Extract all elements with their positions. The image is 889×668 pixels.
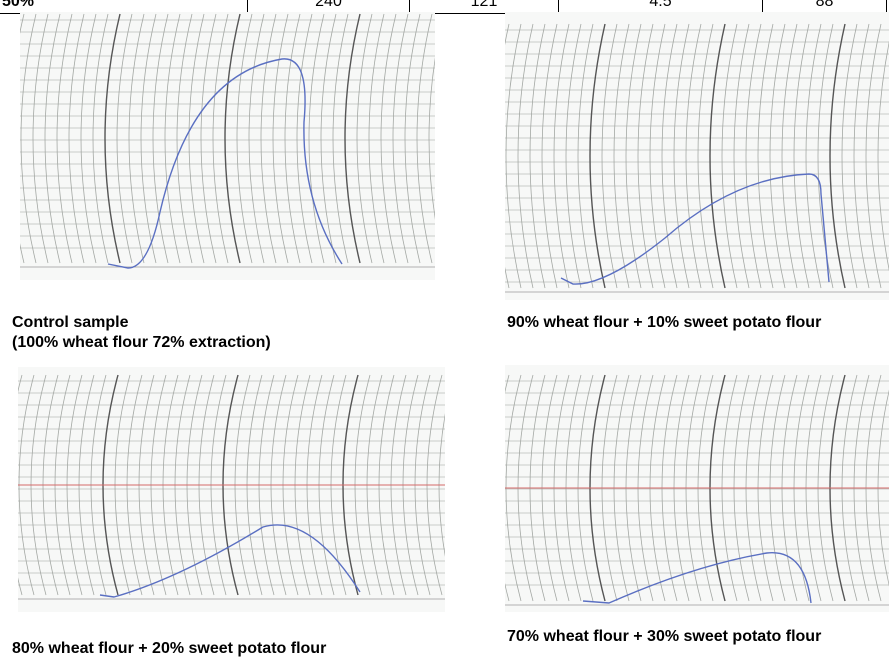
paper-arc (661, 23, 678, 289)
paper-arc (541, 23, 558, 289)
paper-arc (416, 13, 433, 264)
figure-caption: 80% wheat flour + 20% sweet potato flour (12, 640, 327, 657)
paper-arc (404, 13, 421, 264)
paper-arc (625, 23, 642, 289)
paper-arc (805, 23, 822, 289)
paper-arc (56, 13, 73, 264)
paper-arc (380, 13, 397, 264)
paper-arc (709, 23, 726, 289)
paper-arc (613, 23, 630, 289)
paper-arc (176, 13, 193, 264)
paper-arc (553, 23, 570, 289)
paper-arc (164, 13, 181, 264)
table-cell: 88 (762, 0, 887, 13)
viscosity-curve (582, 552, 812, 604)
paper-arc (637, 23, 654, 289)
paper-arc (116, 13, 133, 264)
paper-arc (392, 13, 409, 264)
table-row: 50% 240 121 4.5 88 (0, 0, 889, 14)
paper-arc (793, 23, 810, 289)
caption-line: (100% wheat flour 72% extraction) (12, 334, 271, 351)
chart-paper (505, 12, 889, 300)
paper-arc (260, 13, 277, 264)
chart-paper (20, 12, 435, 280)
paper-arc (188, 13, 205, 264)
figure-caption: 90% wheat flour + 10% sweet potato flour (507, 314, 822, 331)
paper-arc (428, 57, 435, 220)
figure-caption: 70% wheat flour + 30% sweet potato flour (507, 628, 822, 645)
paper-arc (865, 23, 882, 289)
paper-arc (92, 13, 109, 264)
paper-arc (356, 13, 373, 264)
paper-arc (565, 23, 582, 289)
paper-arc (20, 13, 37, 264)
paper-arc (517, 23, 534, 289)
paper-arc (589, 23, 606, 289)
amylogram-image (20, 12, 435, 280)
paper-arc (733, 23, 750, 289)
paper-arc (248, 13, 265, 264)
paper-arc (332, 13, 349, 264)
paper-arc (104, 13, 121, 264)
paper-arc (284, 13, 301, 264)
paper-arc (769, 23, 786, 289)
paper-arc (32, 13, 49, 264)
amylogram-image (505, 12, 889, 300)
paper-arc (128, 13, 145, 264)
paper-arc (853, 23, 870, 289)
paper-arc (601, 23, 618, 289)
viscosity-curve (107, 58, 343, 269)
paper-arc (757, 23, 774, 289)
paper-arc (781, 23, 798, 289)
paper-arc (685, 23, 702, 289)
paper-arc (697, 23, 714, 289)
viscosity-curve (99, 524, 361, 598)
paper-arc (140, 13, 157, 264)
paper-arc (368, 13, 385, 264)
paper-arc (224, 13, 241, 264)
figure-caption: Control sample (100% wheat flour 72% ext… (12, 313, 472, 353)
paper-arc (877, 40, 889, 272)
paper-arc (721, 23, 738, 289)
caption-line: Control sample (12, 314, 129, 331)
paper-arc (236, 13, 253, 264)
paper-arc (212, 13, 229, 264)
paper-arc (505, 23, 522, 289)
paper-arc (296, 13, 313, 264)
paper-arc (344, 13, 361, 264)
paper-arc (745, 23, 762, 289)
paper-arc (829, 23, 846, 289)
paper-arc (529, 23, 546, 289)
paper-arc (272, 13, 289, 264)
amylogram-image (18, 367, 445, 612)
paper-arc (44, 13, 61, 264)
paper-arc (841, 23, 858, 289)
paper-arc (68, 13, 85, 264)
paper-arc (649, 23, 666, 289)
viscosity-curve (560, 173, 830, 285)
paper-arc (320, 13, 337, 264)
paper-arc (577, 23, 594, 289)
paper-arc (152, 13, 169, 264)
paper-arc (308, 13, 325, 264)
paper-arc (673, 23, 690, 289)
amylogram-image (505, 365, 889, 612)
paper-arc (80, 13, 97, 264)
paper-arc (200, 13, 217, 264)
